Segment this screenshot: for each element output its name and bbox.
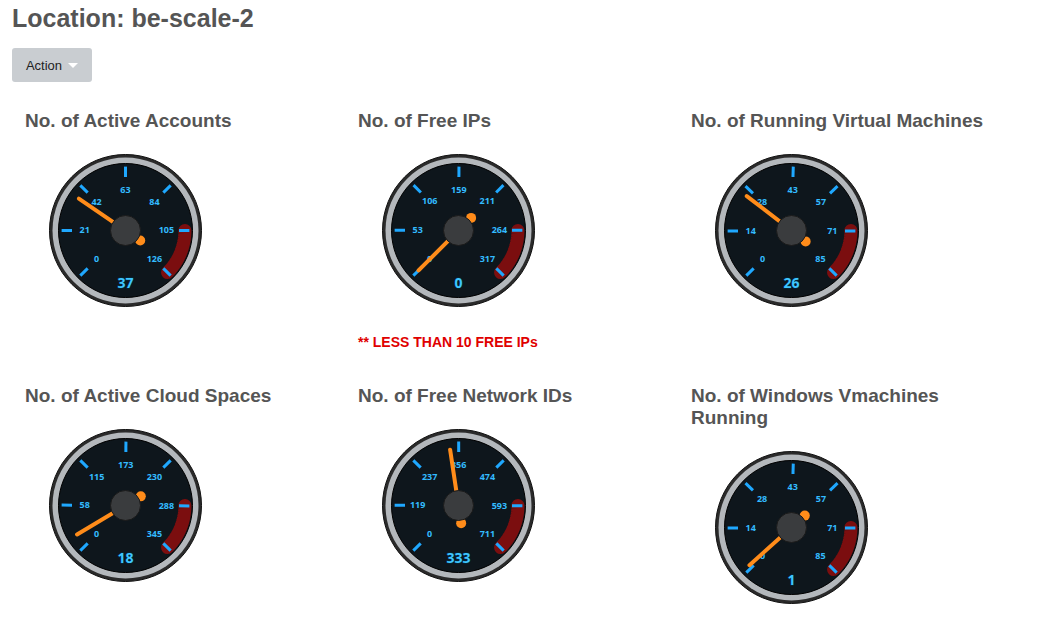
html-text:No. of Free Network IDs: No. of Free Network IDs (358, 385, 573, 406)
html-text:Location: be-scale-2: Location: be-scale-2 (12, 4, 254, 32)
svg-text:0: 0 (760, 252, 765, 265)
svg-text:18: 18 (117, 548, 133, 567)
svg-text:57: 57 (816, 492, 826, 505)
svg-text:37: 37 (117, 273, 133, 292)
svg-text:26: 26 (783, 273, 799, 292)
svg-text:14: 14 (745, 521, 755, 534)
svg-text:0: 0 (454, 273, 462, 292)
svg-text:105: 105 (159, 223, 174, 236)
html-text:** LESS THAN 10 FREE IPs: ** LESS THAN 10 FREE IPs (358, 334, 538, 350)
svg-text:84: 84 (149, 194, 159, 207)
svg-text:345: 345 (147, 527, 162, 540)
svg-text:58: 58 (79, 498, 89, 511)
html-text:No. of Free IPs: No. of Free IPs (358, 110, 491, 131)
svg-text:0: 0 (94, 252, 99, 265)
svg-text:0: 0 (94, 527, 99, 540)
svg-text:159: 159 (451, 183, 466, 196)
svg-text:173: 173 (118, 458, 133, 471)
html-text:No. of Active Cloud Spaces: No. of Active Cloud Spaces (25, 385, 272, 406)
svg-text:43: 43 (787, 183, 797, 196)
svg-text:106: 106 (422, 194, 437, 207)
svg-text:711: 711 (480, 527, 495, 540)
html-text:No. of Running Virtual Machine: No. of Running Virtual Machines (691, 110, 984, 131)
svg-text:230: 230 (147, 469, 162, 482)
svg-text:333: 333 (446, 548, 470, 567)
svg-text:356: 356 (450, 457, 467, 471)
svg-text:71: 71 (827, 224, 837, 237)
svg-text:288: 288 (159, 499, 174, 512)
svg-text:53: 53 (412, 223, 422, 236)
svg-text:211: 211 (480, 194, 495, 207)
svg-text:42: 42 (91, 194, 101, 207)
html-text:No. of Windows Vmachines Runni: No. of Windows Vmachines Running (691, 385, 939, 428)
svg-text:593: 593 (492, 499, 507, 512)
html-text:No. of Active Accounts: No. of Active Accounts (25, 110, 232, 131)
svg-text:43: 43 (787, 480, 797, 493)
svg-text:126: 126 (147, 252, 162, 265)
svg-text:115: 115 (89, 469, 104, 482)
svg-text:14: 14 (745, 224, 755, 237)
svg-text:28: 28 (756, 195, 768, 208)
svg-text:85: 85 (815, 549, 825, 562)
svg-text:71: 71 (827, 521, 837, 534)
svg-text:0: 0 (427, 527, 432, 540)
html-text:Action: Action (25, 57, 63, 73)
svg-text:474: 474 (480, 469, 495, 482)
svg-text:28: 28 (757, 492, 767, 505)
svg-text:1: 1 (787, 570, 795, 589)
svg-text:237: 237 (422, 469, 437, 482)
svg-text:264: 264 (492, 223, 507, 236)
svg-text:317: 317 (480, 252, 495, 265)
svg-text:63: 63 (120, 183, 130, 196)
svg-text:57: 57 (816, 195, 826, 208)
svg-text:85: 85 (815, 252, 825, 265)
svg-text:119: 119 (410, 498, 425, 511)
svg-text:21: 21 (79, 223, 89, 236)
